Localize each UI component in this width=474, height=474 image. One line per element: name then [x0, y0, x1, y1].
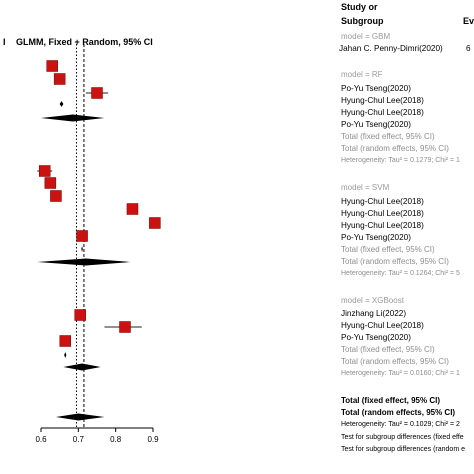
- study-marker: [50, 190, 62, 202]
- study-label: Hyung-Chul Lee(2018): [341, 209, 424, 218]
- study-marker: [74, 309, 86, 321]
- study-label: Hyung-Chul Lee(2018): [341, 108, 424, 117]
- x-tick-label: 0.6: [35, 435, 47, 444]
- study-marker: [91, 87, 103, 99]
- study-label: Hyung-Chul Lee(2018): [341, 221, 424, 230]
- subgroup-fixed-label: Total (fixed effect, 95% CI): [341, 345, 435, 354]
- events-header: Ev: [463, 16, 474, 26]
- study-label: Hyung-Chul Lee(2018): [341, 197, 424, 206]
- study-marker: [126, 203, 139, 215]
- study-marker: [76, 230, 88, 242]
- study-marker: [38, 165, 51, 177]
- study-label: Po-Yu Tseng(2020): [341, 333, 411, 342]
- study-label: Po-Yu Tseng(2020): [341, 120, 411, 129]
- overall-heterogeneity: Heterogeneity: Tau² = 0.1029; Chi² = 2: [341, 421, 460, 428]
- group-label-gbm: model = GBM: [341, 32, 391, 41]
- random-effect-diamond: [55, 413, 105, 421]
- random-effect-diamond: [41, 114, 105, 122]
- subgroup-heterogeneity: Heterogeneity: Tau² = 0.1264; Chi² = 5: [341, 270, 460, 277]
- subgroup-random-label: Total (random effects, 95% CI): [341, 357, 449, 366]
- study-marker: [46, 60, 58, 72]
- events-value: 6: [466, 44, 471, 53]
- study-marker: [44, 177, 57, 189]
- fixed-effect-diamond: [59, 101, 64, 107]
- study-label: Jahan C. Penny-Dimri(2020): [339, 44, 443, 53]
- left-edge-mark: I: [3, 37, 6, 47]
- study-label: Hyung-Chul Lee(2018): [341, 96, 424, 105]
- fixed-effect-diamond: [64, 352, 67, 358]
- x-tick-label: 0.8: [110, 435, 122, 444]
- study-label: Po-Yu Tseng(2020): [341, 84, 411, 93]
- study-header-2: Subgroup: [341, 16, 384, 26]
- group-label-xgboost: model = XGBoost: [341, 296, 404, 305]
- subgroup-test-fixed: Test for subgroup differences (fixed eff…: [341, 434, 464, 441]
- study-label: Hyung-Chul Lee(2018): [341, 321, 424, 330]
- plot-title: GLMM, Fixed + Random, 95% CI: [16, 37, 153, 47]
- subgroup-random-label: Total (random effects, 95% CI): [341, 144, 449, 153]
- group-label-rf: model = RF: [341, 70, 383, 79]
- subgroup-test-random: Test for subgroup differences (random e: [341, 446, 465, 453]
- overall-random-label: Total (random effects, 95% CI): [341, 408, 456, 417]
- study-label: Jinzhang Li(2022): [341, 309, 407, 318]
- x-tick-label: 0.9: [147, 435, 159, 444]
- overall-fixed-label: Total (fixed effect, 95% CI): [341, 396, 440, 405]
- x-tick-label: 0.7: [73, 435, 85, 444]
- study-header-1: Study or: [341, 2, 378, 12]
- study-label: Po-Yu Tseng(2020): [341, 233, 411, 242]
- study-marker: [149, 217, 161, 229]
- subgroup-heterogeneity: Heterogeneity: Tau² = 0.1279; Chi² = 1: [341, 157, 460, 164]
- random-effect-diamond: [37, 258, 131, 266]
- subgroup-fixed-label: Total (fixed effect, 95% CI): [341, 245, 435, 254]
- random-effect-diamond: [63, 363, 101, 371]
- subgroup-fixed-label: Total (fixed effect, 95% CI): [341, 132, 435, 141]
- fixed-effect-diamond: [81, 246, 83, 252]
- study-marker: [53, 73, 66, 85]
- subgroup-random-label: Total (random effects, 95% CI): [341, 257, 449, 266]
- study-marker: [59, 335, 72, 347]
- subgroup-heterogeneity: Heterogeneity: Tau² = 0.0160; Chi² = 1: [341, 370, 460, 377]
- study-marker: [119, 321, 131, 333]
- group-label-svm: model = SVM: [341, 183, 390, 192]
